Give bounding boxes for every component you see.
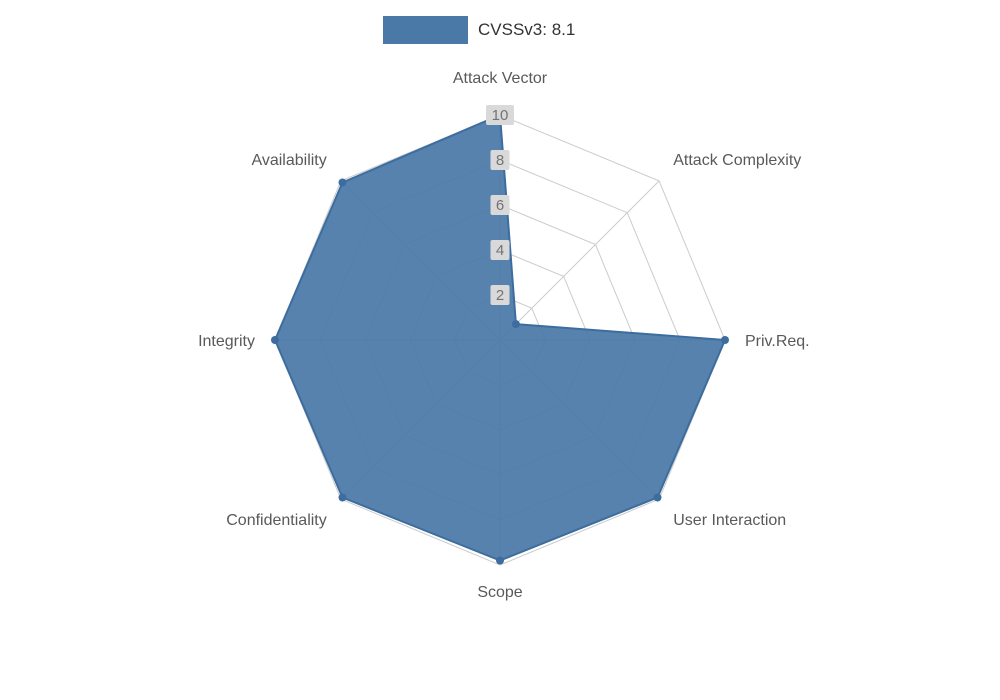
radar-vertex-dot: [511, 320, 520, 329]
radar-vertex-dot: [271, 336, 279, 344]
radar-vertex-dot: [496, 556, 504, 565]
radar-axis-label: Confidentiality: [226, 512, 327, 529]
radar-vertex-dot: [721, 336, 729, 344]
radar-axis-label: Priv.Req.: [745, 333, 810, 350]
radar-axis-label: Scope: [477, 584, 522, 601]
radar-axis-label: Integrity: [198, 333, 255, 350]
radar-axis-label: User Interaction: [673, 512, 786, 529]
chart-legend[interactable]: CVSSv3: 8.1: [383, 16, 575, 44]
legend-label: CVSSv3: 8.1: [478, 20, 576, 39]
radar-tick-bg: [490, 195, 510, 215]
legend-swatch: [383, 16, 468, 44]
radar-tick-bg: [490, 150, 510, 170]
radar-axis-label: Attack Vector: [453, 70, 548, 87]
radar-tick-bg: [486, 105, 514, 125]
radar-tick-bg: [490, 285, 510, 305]
radar-tick-bg: [490, 240, 510, 260]
radar-vertex-dot: [338, 178, 347, 187]
radar-tick-label: 2: [496, 287, 504, 304]
radar-tick-label: 8: [496, 152, 504, 169]
radar-vertex-dot: [338, 493, 347, 502]
radar-axis-label: Attack Complexity: [673, 152, 801, 169]
radar-tick-label: 10: [492, 107, 509, 124]
radar-axis-label: Availability: [251, 152, 326, 169]
radar-vertex-dot: [653, 493, 662, 502]
radar-tick-label: 4: [496, 242, 504, 259]
radar-axis-line: [499, 180, 660, 341]
radar-tick-label: 6: [496, 197, 504, 214]
